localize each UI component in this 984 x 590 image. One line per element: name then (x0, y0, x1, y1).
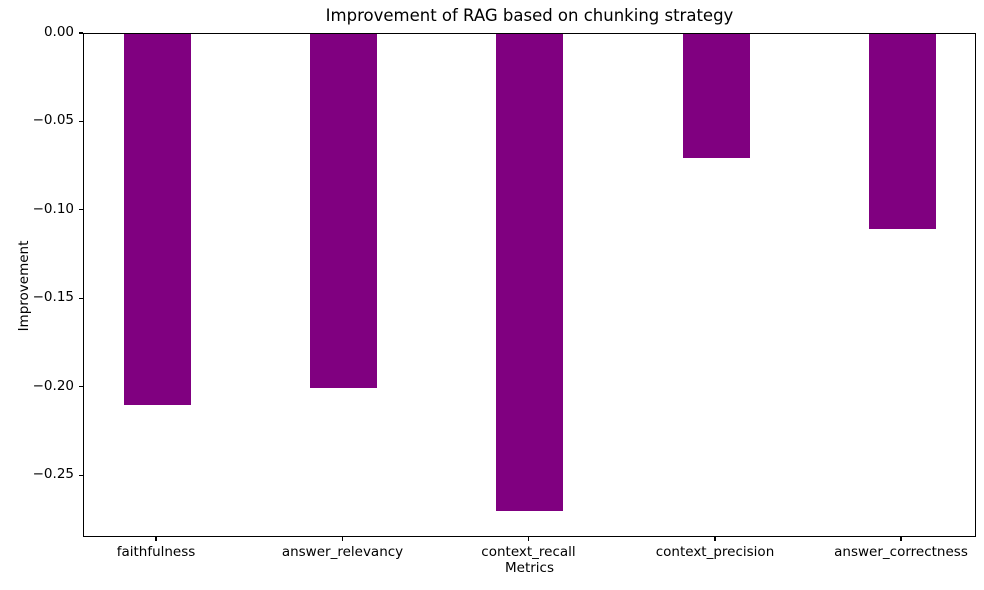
x-tick-label: context_recall (481, 544, 576, 560)
x-tick-mark (155, 537, 157, 541)
x-axis-label: Metrics (504, 560, 554, 576)
bar-answer_relevancy (310, 34, 377, 388)
y-tick-mark (79, 32, 83, 34)
chart-title: Improvement of RAG based on chunking str… (325, 6, 734, 25)
y-axis-label: Improvement (16, 240, 32, 332)
x-tick-mark (714, 537, 716, 541)
bar-answer_correctness (868, 34, 936, 229)
plot-area (83, 33, 976, 537)
y-tick-label: −0.10 (32, 200, 74, 217)
x-tick-label: answer_relevancy (281, 544, 404, 560)
bar-faithfulness (123, 34, 191, 406)
y-tick-label: 0.00 (43, 24, 74, 40)
x-tick-mark (341, 537, 344, 541)
bar-context_recall (496, 34, 563, 512)
bars-container (84, 34, 975, 536)
x-tick-label: faithfulness (116, 544, 196, 560)
y-tick-mark (79, 297, 83, 299)
x-tick-label: answer_correctness (834, 544, 968, 560)
y-tick-label: −0.05 (32, 112, 74, 129)
bar-context_precision (682, 34, 750, 158)
y-tick-mark (79, 209, 83, 211)
x-tick-mark (527, 537, 530, 541)
y-tick-label: −0.20 (32, 377, 74, 394)
y-tick-mark (79, 474, 83, 476)
x-tick-label: context_precision (655, 544, 775, 560)
y-tick-mark (79, 120, 83, 122)
x-tick-mark (900, 537, 902, 541)
y-tick-label: −0.25 (32, 466, 74, 483)
y-tick-mark (79, 386, 83, 388)
y-tick-label: −0.15 (32, 289, 74, 306)
